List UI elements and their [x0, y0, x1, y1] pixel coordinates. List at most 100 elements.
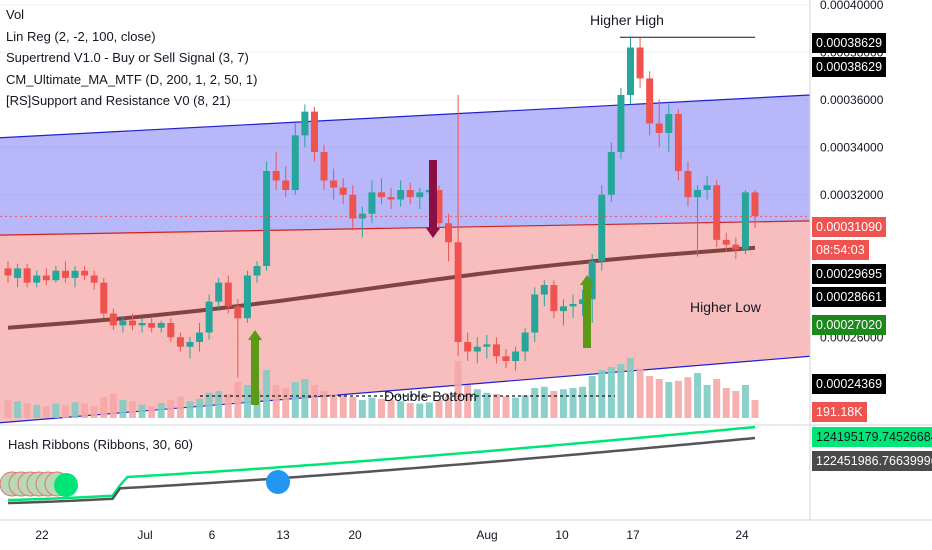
candle-body — [272, 171, 280, 181]
volume-bar — [71, 402, 79, 418]
candle-body — [454, 242, 462, 342]
candle-body — [282, 180, 290, 190]
volume-bar — [23, 403, 31, 418]
candle-body — [129, 320, 136, 326]
time-tick-label: 13 — [276, 528, 290, 542]
price-tag: 0.00024369 — [812, 374, 887, 394]
volume-bar — [263, 370, 271, 418]
price-tick-label: 0.00032000 — [820, 188, 884, 202]
candle-body — [100, 282, 108, 314]
candle-body — [339, 187, 347, 195]
candle-body — [588, 261, 596, 300]
candle-body — [559, 306, 567, 312]
volume-bar — [646, 376, 654, 418]
volume-bar — [684, 377, 692, 418]
volume-bar — [540, 386, 548, 418]
candle-body — [349, 194, 357, 219]
volume-bar — [713, 379, 721, 418]
higher-high-label: Higher High — [590, 12, 664, 28]
volume-bar — [665, 382, 673, 418]
candle-body — [291, 135, 299, 190]
time-tick-label: 6 — [209, 528, 216, 542]
volume-bar — [52, 403, 60, 418]
volume-bar — [531, 388, 539, 418]
candle-body — [445, 223, 453, 243]
arrow-shaft — [429, 160, 437, 228]
candle-body — [138, 323, 146, 326]
volume-bar — [301, 379, 309, 418]
volume-bar — [454, 361, 462, 418]
volume-bar — [378, 398, 385, 418]
volume-bar — [694, 373, 702, 418]
volume-bar — [176, 396, 184, 418]
volume-bar — [138, 404, 146, 418]
volume-bar — [741, 385, 749, 418]
volume-bar — [224, 394, 232, 418]
volume-bar — [109, 394, 117, 418]
candle-body — [540, 285, 548, 295]
candle-body — [665, 114, 673, 133]
volume-bar — [492, 394, 500, 418]
time-tick-label: 20 — [348, 528, 362, 542]
recovery-marker — [54, 473, 78, 497]
volume-bar — [215, 391, 223, 418]
hash-ribbon-fast — [7, 425, 756, 502]
legend-item-lin-reg[interactable]: Lin Reg (2, -2, 100, close) — [6, 28, 156, 44]
candle-body — [387, 197, 395, 200]
volume-bar — [521, 395, 529, 418]
candle-body — [243, 275, 251, 319]
candle-body — [109, 313, 117, 326]
volume-bar — [330, 394, 338, 418]
candle-body — [14, 268, 22, 278]
candle-body — [186, 342, 194, 347]
hash-ribbon-value-tag: 122451986.76639996 — [812, 451, 932, 471]
legend-item-cm-ultimate-ma[interactable]: CM_Ultimate_MA_MTF (D, 200, 1, 2, 50, 1) — [6, 71, 258, 87]
candle-body — [90, 275, 98, 283]
indicator-legend: Vol Lin Reg (2, -2, 100, close) Supertre… — [6, 4, 257, 112]
volume-bar — [243, 385, 251, 418]
candle-body — [579, 299, 587, 304]
legend-item-support-resistance[interactable]: [RS]Support and Resistance V0 (8, 21) — [6, 93, 231, 108]
candle-body — [531, 294, 539, 333]
volume-bar — [119, 400, 127, 418]
volume-bar — [272, 385, 280, 418]
time-tick-label: Aug — [476, 528, 497, 542]
price-tick-label: 0.00040000 — [820, 0, 884, 12]
price-tag: 191.18K — [812, 402, 867, 422]
price-tick-label: 0.00034000 — [820, 140, 884, 154]
higher-low-label: Higher Low — [690, 299, 762, 315]
candle-body — [42, 275, 50, 281]
candle-body — [617, 95, 625, 152]
hash-ribbons-legend[interactable]: Hash Ribbons (Ribbons, 30, 60) — [8, 437, 193, 452]
volume-bar — [464, 385, 472, 418]
volume-bar — [579, 386, 587, 418]
channel-upper-zone — [0, 95, 810, 236]
hash-ribbon-slow — [7, 436, 756, 505]
candle-body — [310, 111, 318, 152]
candle-body — [607, 152, 615, 195]
channel-upper-line — [0, 94, 811, 139]
volume-bar — [349, 397, 357, 418]
volume-bar — [368, 397, 376, 418]
candle-body — [61, 270, 69, 278]
volume-bar — [186, 401, 194, 418]
price-tag: 0.00028661 — [812, 287, 887, 307]
candle-body — [464, 342, 472, 352]
candle-body — [253, 266, 261, 276]
legend-item-supertrend[interactable]: Supertrend V1.0 - Buy or Sell Signal (3,… — [6, 50, 249, 65]
volume-bar — [33, 404, 41, 418]
arrow-shaft — [583, 285, 591, 348]
legend-item-vol[interactable]: Vol — [6, 7, 25, 22]
candle-body — [358, 213, 366, 219]
volume-bar — [42, 406, 50, 418]
candle-body — [473, 346, 481, 352]
candle-body — [205, 301, 213, 333]
candle-body — [167, 323, 175, 338]
candle-body — [521, 332, 529, 352]
volume-bar — [435, 400, 443, 418]
volume-bar — [148, 406, 156, 418]
candle-body — [722, 239, 730, 245]
candle-body — [301, 111, 309, 136]
volume-bar — [732, 391, 740, 418]
